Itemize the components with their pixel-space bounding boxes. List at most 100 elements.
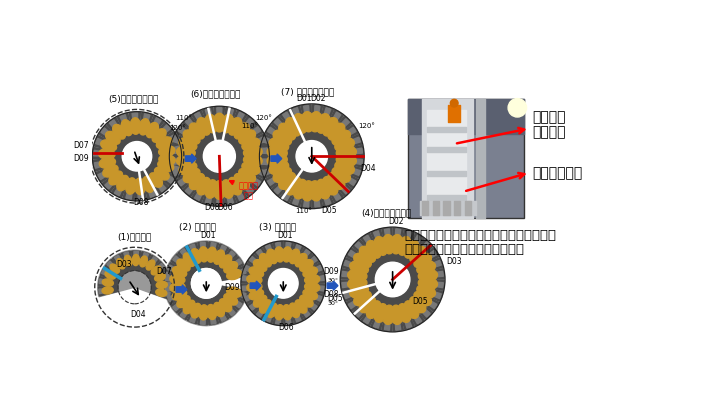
Wedge shape [151, 144, 181, 156]
Text: 無潤滑摺動材: 無潤滑摺動材 [533, 166, 583, 180]
Ellipse shape [121, 120, 132, 136]
Wedge shape [96, 139, 114, 149]
Text: 真空容器支持部に無潤滑摺動材を設置し、: 真空容器支持部に無潤滑摺動材を設置し、 [404, 229, 556, 242]
Ellipse shape [390, 305, 403, 324]
Wedge shape [326, 181, 341, 201]
Ellipse shape [359, 297, 376, 313]
Wedge shape [294, 255, 319, 276]
Wedge shape [404, 291, 432, 320]
Ellipse shape [199, 305, 209, 320]
Wedge shape [363, 304, 378, 324]
Wedge shape [180, 249, 193, 265]
Ellipse shape [154, 168, 169, 181]
Text: D06: D06 [279, 322, 294, 331]
Ellipse shape [101, 141, 117, 152]
Ellipse shape [350, 262, 369, 275]
Wedge shape [401, 307, 412, 328]
Wedge shape [284, 242, 293, 269]
Wedge shape [146, 262, 166, 279]
Wedge shape [135, 172, 146, 200]
Wedge shape [103, 166, 127, 192]
Text: 110°: 110° [175, 115, 193, 120]
Wedge shape [342, 258, 376, 275]
Circle shape [508, 99, 526, 118]
Wedge shape [342, 281, 363, 288]
Ellipse shape [99, 158, 116, 169]
Wedge shape [216, 185, 222, 205]
Ellipse shape [219, 255, 232, 269]
Ellipse shape [205, 180, 217, 199]
Wedge shape [222, 173, 236, 205]
Wedge shape [165, 276, 182, 282]
Wedge shape [151, 160, 180, 176]
Ellipse shape [151, 266, 161, 275]
Wedge shape [407, 304, 421, 324]
Ellipse shape [328, 173, 345, 190]
Wedge shape [245, 292, 261, 301]
Wedge shape [171, 159, 192, 165]
Wedge shape [183, 117, 210, 146]
Wedge shape [192, 171, 213, 202]
Wedge shape [287, 244, 303, 270]
Wedge shape [254, 294, 275, 319]
Text: D01: D01 [200, 230, 216, 239]
Ellipse shape [126, 179, 136, 195]
Wedge shape [284, 298, 293, 325]
Ellipse shape [274, 247, 285, 262]
Wedge shape [301, 106, 311, 141]
Wedge shape [272, 117, 301, 147]
Wedge shape [266, 164, 299, 188]
Wedge shape [267, 171, 288, 186]
Text: D06: D06 [218, 203, 233, 212]
Wedge shape [348, 251, 369, 265]
Text: D07: D07 [74, 141, 89, 150]
Wedge shape [152, 156, 181, 168]
Wedge shape [263, 165, 285, 176]
Ellipse shape [177, 296, 190, 308]
Wedge shape [262, 161, 297, 179]
Ellipse shape [98, 149, 115, 160]
Wedge shape [232, 165, 263, 189]
Ellipse shape [289, 303, 300, 318]
Wedge shape [276, 308, 282, 324]
Wedge shape [282, 181, 298, 201]
Ellipse shape [404, 301, 418, 319]
Ellipse shape [382, 235, 395, 254]
Wedge shape [171, 292, 195, 313]
Ellipse shape [197, 118, 211, 136]
Wedge shape [263, 297, 279, 324]
Wedge shape [297, 264, 323, 279]
Wedge shape [98, 251, 172, 300]
Wedge shape [301, 173, 311, 208]
Wedge shape [148, 164, 176, 186]
Wedge shape [407, 248, 439, 272]
Wedge shape [371, 296, 388, 330]
Wedge shape [109, 120, 123, 137]
Wedge shape [261, 146, 295, 157]
Ellipse shape [417, 285, 435, 298]
Wedge shape [243, 286, 259, 291]
Wedge shape [205, 109, 214, 130]
Wedge shape [235, 161, 267, 179]
Wedge shape [361, 234, 384, 266]
Wedge shape [161, 147, 180, 154]
Wedge shape [294, 292, 319, 312]
Ellipse shape [332, 168, 350, 183]
Wedge shape [231, 113, 244, 133]
Ellipse shape [279, 124, 295, 141]
Wedge shape [335, 128, 356, 143]
FancyArrow shape [251, 281, 261, 290]
FancyArrow shape [327, 281, 338, 290]
Wedge shape [325, 126, 358, 149]
Wedge shape [203, 173, 217, 205]
Wedge shape [209, 243, 216, 260]
Wedge shape [148, 118, 161, 136]
Ellipse shape [286, 177, 301, 196]
Wedge shape [328, 157, 363, 168]
Wedge shape [313, 185, 320, 207]
Text: 真空容器: 真空容器 [533, 110, 566, 124]
Ellipse shape [295, 254, 307, 267]
Wedge shape [303, 185, 310, 207]
Text: D02: D02 [388, 217, 403, 226]
Wedge shape [393, 297, 403, 331]
